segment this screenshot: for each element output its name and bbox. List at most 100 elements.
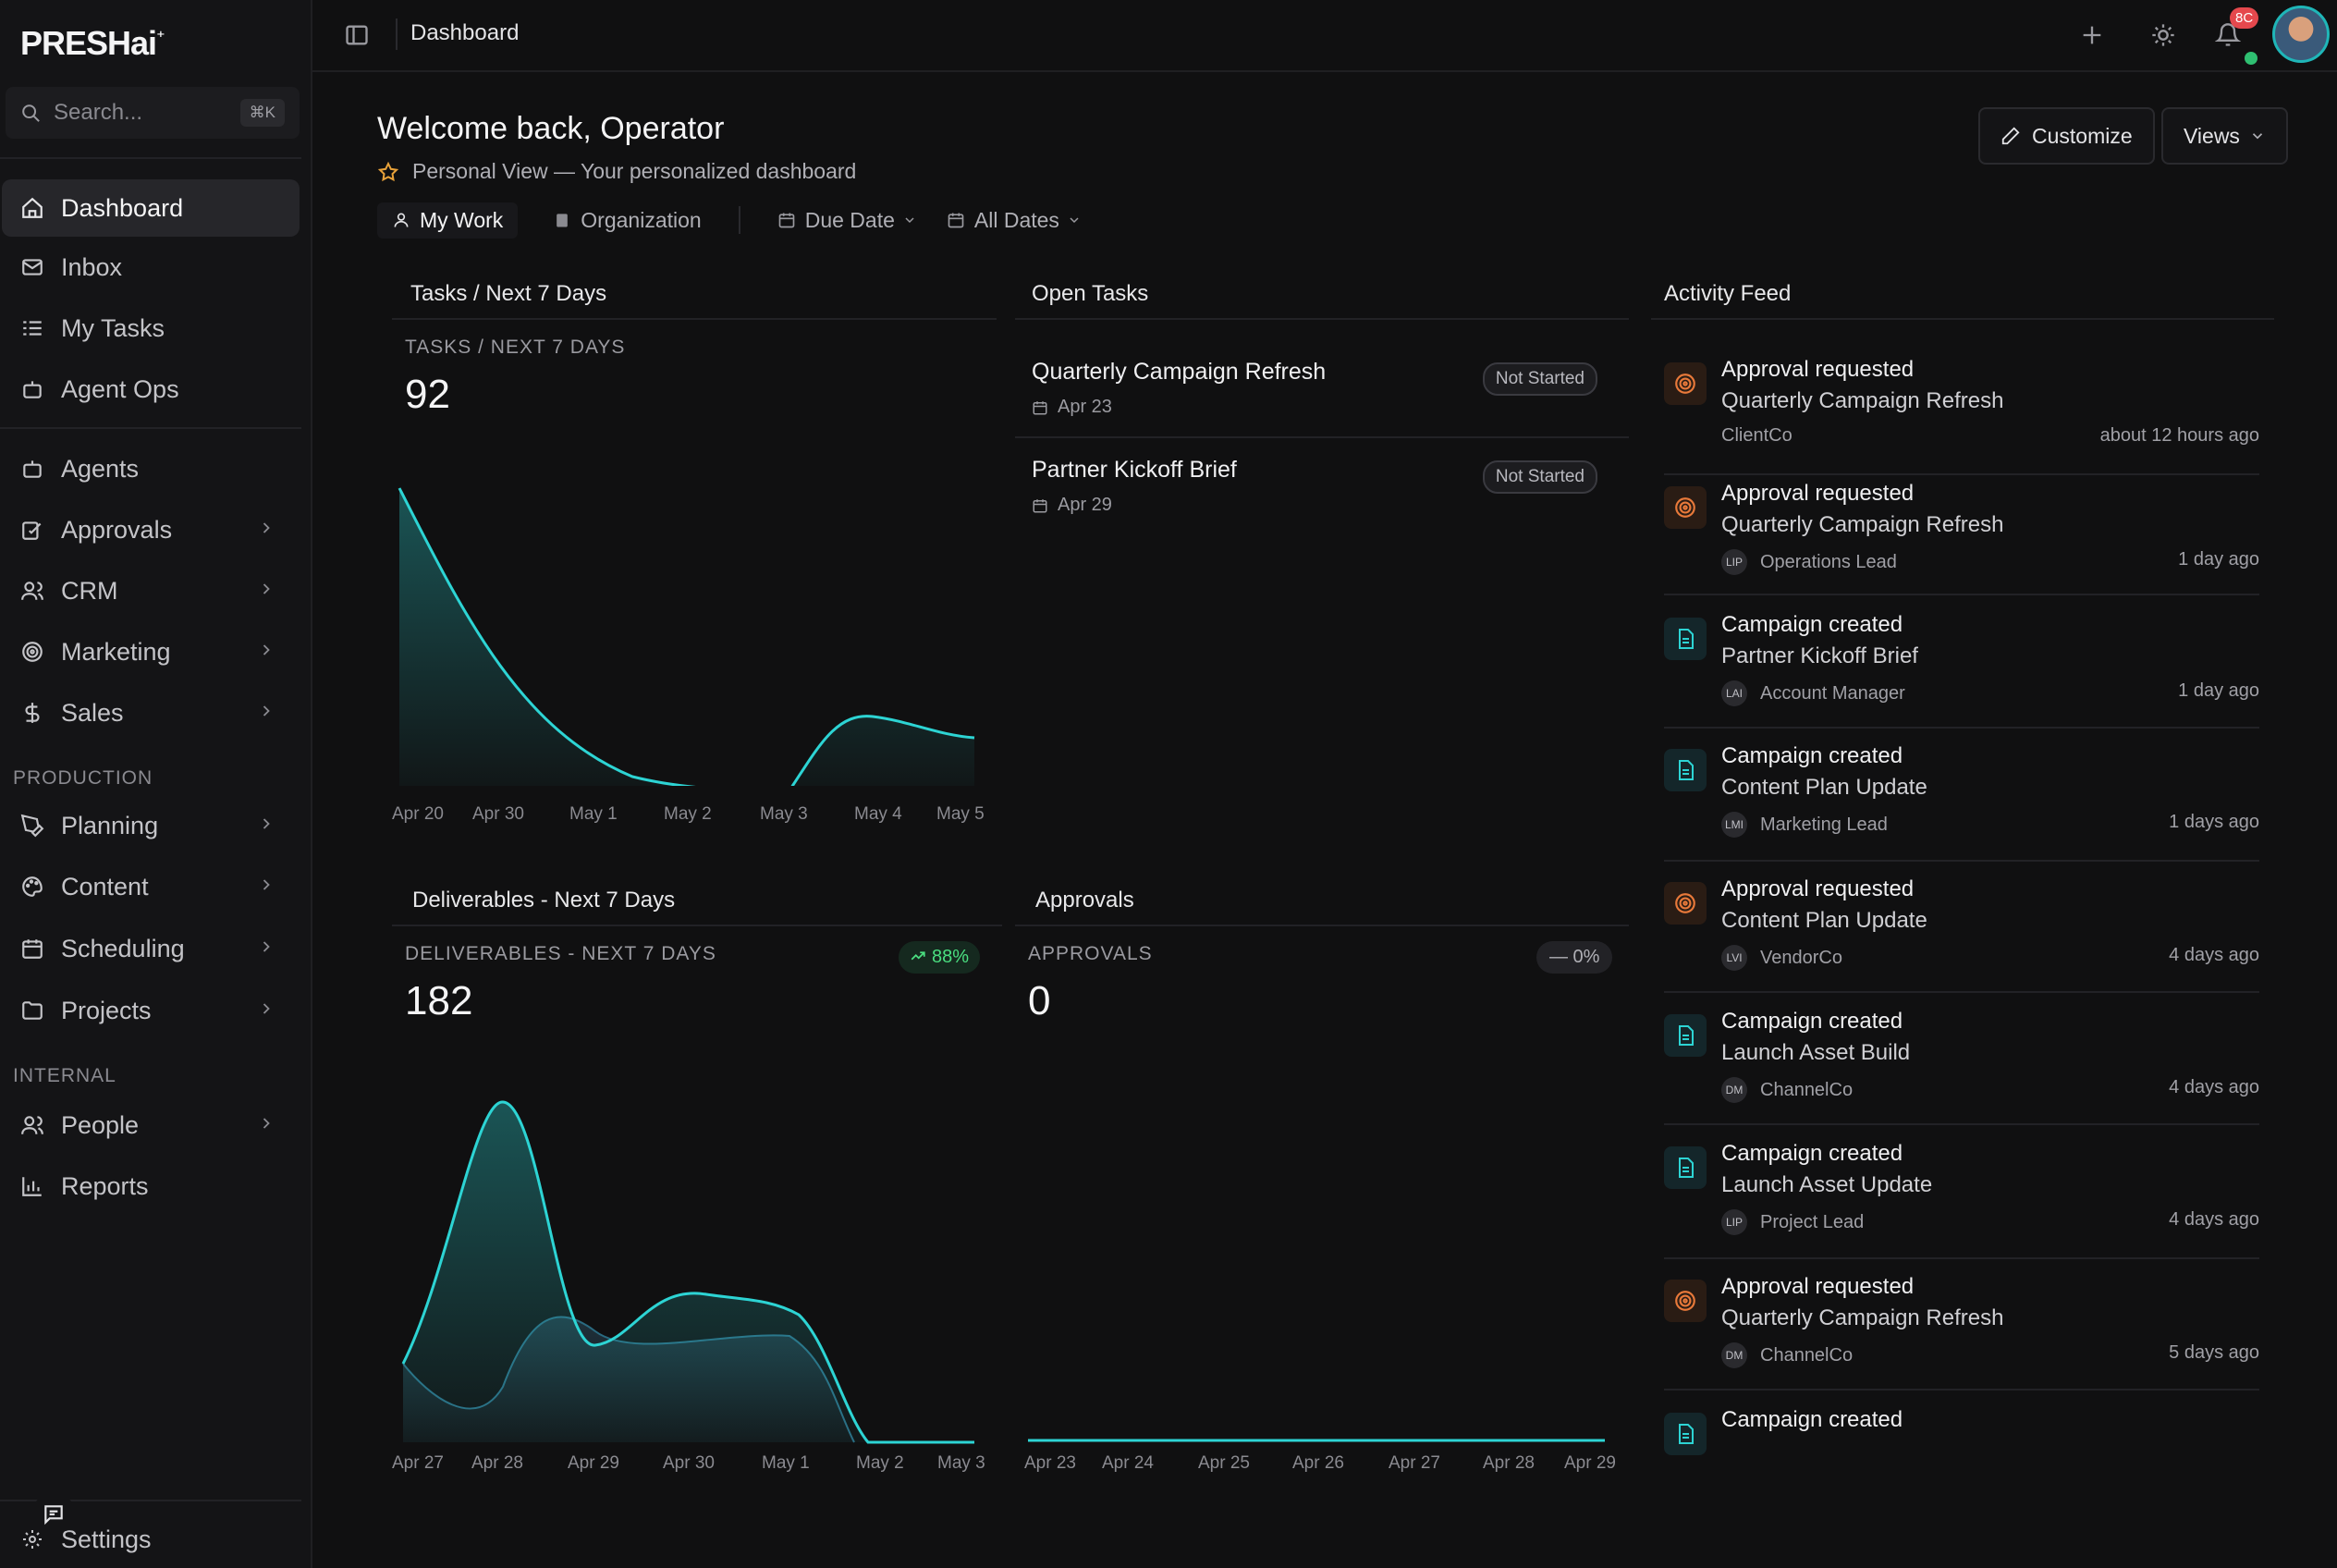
activity-subject: Partner Kickoff Brief <box>1721 643 1918 668</box>
filter-label: Due Date <box>804 207 895 232</box>
tasks-area-chart <box>398 487 975 786</box>
x-axis-label: Apr 28 <box>471 1453 523 1473</box>
sidebar-item-inbox[interactable]: Inbox <box>2 239 300 296</box>
activity-actor: LVI VendorCo <box>1721 945 1842 971</box>
chevron-right-icon <box>263 522 270 533</box>
approvals-metric-value: 0 <box>1028 978 1051 1023</box>
divider <box>1664 727 2259 729</box>
divider <box>738 206 740 234</box>
breadcrumb: Dashboard <box>410 20 520 45</box>
x-axis-label: Apr 28 <box>1483 1453 1535 1473</box>
x-axis-label: May 1 <box>569 804 618 824</box>
activity-actor: ClientCo <box>1721 425 1793 447</box>
x-axis-label: Apr 25 <box>1198 1453 1250 1473</box>
online-status-dot <box>2245 52 2257 65</box>
section-label-production: PRODUCTION <box>13 767 153 789</box>
divider <box>396 18 398 50</box>
views-label: Views <box>2184 123 2240 148</box>
x-axis-label: May 3 <box>937 1453 985 1473</box>
sidebar-item-content[interactable]: Content <box>2 858 300 915</box>
actor-name: VendorCo <box>1760 947 1842 968</box>
chat-button[interactable] <box>35 1498 72 1531</box>
activity-actor: DM ChannelCo <box>1721 1342 1853 1368</box>
chevron-down-icon <box>905 217 914 224</box>
activity-time: 1 day ago <box>2178 680 2259 701</box>
chevron-right-icon <box>263 1003 270 1014</box>
sidebar-item-agent-ops[interactable]: Agent Ops <box>2 361 300 418</box>
divider <box>1664 1123 2259 1125</box>
search-shortcut: ⌘K <box>239 99 285 127</box>
activity-actor: LIP Project Lead <box>1721 1209 1864 1235</box>
chevron-right-icon <box>263 879 270 890</box>
filter-organization[interactable]: Organization <box>538 202 716 239</box>
pencil-icon <box>2001 127 2020 145</box>
due-date-dropdown[interactable]: Due Date <box>763 202 932 239</box>
x-axis-label: Apr 26 <box>1292 1453 1344 1473</box>
divider <box>1664 1257 2259 1259</box>
sidebar-item-scheduling[interactable]: Scheduling <box>2 920 300 977</box>
customize-label: Customize <box>2032 123 2133 148</box>
task-due-date: Apr 29 <box>1032 495 1616 516</box>
add-button[interactable] <box>2075 18 2109 52</box>
actor-avatar: LIP <box>1721 1209 1747 1235</box>
theme-toggle-button[interactable] <box>2147 18 2180 52</box>
subtitle-text: Personal View — Your personalized dashbo… <box>412 159 857 183</box>
chevron-right-icon <box>263 1118 270 1129</box>
sidebar-item-sales[interactable]: Sales <box>2 684 300 741</box>
sidebar-item-projects[interactable]: Projects <box>2 982 300 1039</box>
search-placeholder: Search... <box>54 100 143 125</box>
activity-title: Approval requested <box>1721 357 1915 382</box>
approvals-card-title: Approvals <box>1035 888 1134 913</box>
search-input[interactable]: Search... ⌘K <box>6 87 300 139</box>
task-name: Partner Kickoff Brief <box>1032 457 1237 483</box>
sidebar-item-label: Settings <box>61 1525 152 1553</box>
views-button[interactable]: Views <box>2161 107 2288 165</box>
sidebar-item-approvals[interactable]: Approvals <box>2 501 300 558</box>
x-axis-label: Apr 27 <box>1389 1453 1440 1473</box>
sidebar-item-agents[interactable]: Agents <box>2 440 300 497</box>
sidebar-item-people[interactable]: People <box>2 1096 300 1154</box>
customize-button[interactable]: Customize <box>1978 107 2155 165</box>
dollar-icon <box>18 699 46 727</box>
sidebar-item-label: Agent Ops <box>61 374 179 403</box>
actor-name: ChannelCo <box>1760 1344 1854 1366</box>
sidebar-item-crm[interactable]: CRM <box>2 562 300 619</box>
sidebar-toggle-button[interactable] <box>340 18 373 52</box>
deliverables-card-title: Deliverables - Next 7 Days <box>412 888 676 913</box>
status-badge: Not Started <box>1482 460 1597 494</box>
calendar-icon <box>778 213 795 228</box>
activity-subject: Launch Asset Build <box>1721 1040 1911 1065</box>
sidebar: PRESHai⁺ Search... ⌘K Dashboard Inbox My… <box>0 0 312 1568</box>
sidebar-item-dashboard[interactable]: Dashboard <box>2 179 300 237</box>
avatar[interactable] <box>2272 6 2330 63</box>
building-icon <box>557 214 569 227</box>
all-dates-dropdown[interactable]: All Dates <box>932 202 1096 239</box>
task-item[interactable]: Partner Kickoff Brief Apr 29 Not Started <box>1032 457 1616 516</box>
sidebar-item-my-tasks[interactable]: My Tasks <box>2 300 300 357</box>
document-icon <box>1664 1146 1707 1189</box>
filter-my-work[interactable]: My Work <box>377 202 519 239</box>
target-icon <box>18 638 46 666</box>
sidebar-item-reports[interactable]: Reports <box>2 1158 300 1215</box>
actor-avatar: DM <box>1721 1077 1747 1103</box>
activity-subject: Content Plan Update <box>1721 908 1927 933</box>
list-check-icon <box>18 314 46 342</box>
task-item[interactable]: Quarterly Campaign Refresh Apr 23 Not St… <box>1032 359 1616 418</box>
notifications-button[interactable] <box>2211 18 2245 52</box>
actor-name: Operations Lead <box>1760 551 1897 572</box>
star-icon[interactable] <box>377 161 399 183</box>
actor-name: Marketing Lead <box>1760 814 1888 835</box>
sidebar-item-planning[interactable]: Planning <box>2 797 300 854</box>
app-logo[interactable]: PRESHai⁺ <box>20 24 165 62</box>
x-axis-label: Apr 29 <box>568 1453 619 1473</box>
divider <box>1651 318 2274 320</box>
sidebar-item-settings[interactable]: Settings <box>2 1511 300 1568</box>
activity-actor: LAI Account Manager <box>1721 680 1905 706</box>
calendar-icon <box>948 213 964 228</box>
task-name: Quarterly Campaign Refresh <box>1032 359 1327 385</box>
divider <box>1015 925 1629 926</box>
deliverables-series-line <box>401 1100 974 1444</box>
chevron-right-icon <box>263 705 270 717</box>
sidebar-item-marketing[interactable]: Marketing <box>2 623 300 680</box>
divider <box>1664 991 2259 993</box>
